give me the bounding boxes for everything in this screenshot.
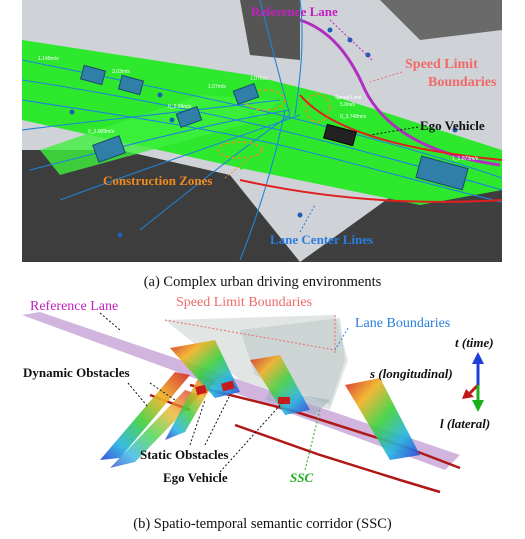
- label-reference-lane-b: Reference Lane: [30, 299, 118, 314]
- speed-tag: 1.149m/s: [38, 56, 59, 62]
- label-ego-vehicle-a: Ego Vehicle: [420, 118, 485, 133]
- label-construction-zones: Construction Zones: [103, 173, 212, 188]
- speed-limit-value: 5.0m/s: [340, 102, 356, 108]
- speed-tag: 0_2.009m/s: [88, 129, 115, 135]
- label-ssc: SSC: [290, 470, 313, 485]
- speed-tag: 0_3.749m/s: [340, 114, 367, 120]
- label-speed-limit-boundaries-b: Speed Limit Boundaries: [176, 295, 312, 310]
- label-lane-center-lines: Lane Center Lines: [270, 232, 373, 247]
- speed-tag: 3.03m/s: [112, 69, 130, 75]
- axes-triad: [462, 352, 484, 412]
- panel-a-scene: [21, 0, 503, 262]
- axis-label-t: t (time): [455, 335, 494, 350]
- panel-b-labels: Reference Lane Speed Limit Boundaries La…: [23, 295, 494, 485]
- panel-b-scene: [22, 312, 461, 494]
- panel-a-labels: Reference Lane Speed Limit Boundaries Eg…: [103, 4, 497, 247]
- label-ego-vehicle-b: Ego Vehicle: [163, 470, 228, 485]
- speed-tag: 1_1.073m/s: [452, 156, 479, 162]
- caption-a: (a) Complex urban driving environments: [144, 274, 382, 290]
- label-speed-limit-a1: Speed Limit: [405, 57, 478, 72]
- ego-vehicle-icon: [323, 123, 357, 147]
- panel-a-speed-tags: 1.149m/s 3.03m/s 1.07m/s 0_2.99m/s 0_2.0…: [38, 56, 479, 162]
- speed-limit-tag: Speed Limit: [335, 95, 362, 101]
- caption-b: (b) Spatio-temporal semantic corridor (S…: [133, 516, 392, 532]
- label-lane-boundaries: Lane Boundaries: [355, 316, 450, 331]
- label-dynamic-obstacles: Dynamic Obstacles: [23, 365, 130, 380]
- label-speed-limit-a2: Boundaries: [428, 75, 497, 90]
- axis-label-l: l (lateral): [440, 416, 490, 431]
- axis-label-s: s (longitudinal): [369, 366, 453, 381]
- label-reference-lane-a: Reference Lane: [251, 4, 338, 19]
- label-static-obstacles: Static Obstacles: [140, 447, 228, 462]
- panel-b-leaders: [99, 312, 349, 473]
- speed-tag: 1.07m/s: [208, 84, 226, 90]
- speed-tag: 0_2.99m/s: [168, 104, 192, 110]
- speed-tag: 1.07m/s: [250, 76, 268, 82]
